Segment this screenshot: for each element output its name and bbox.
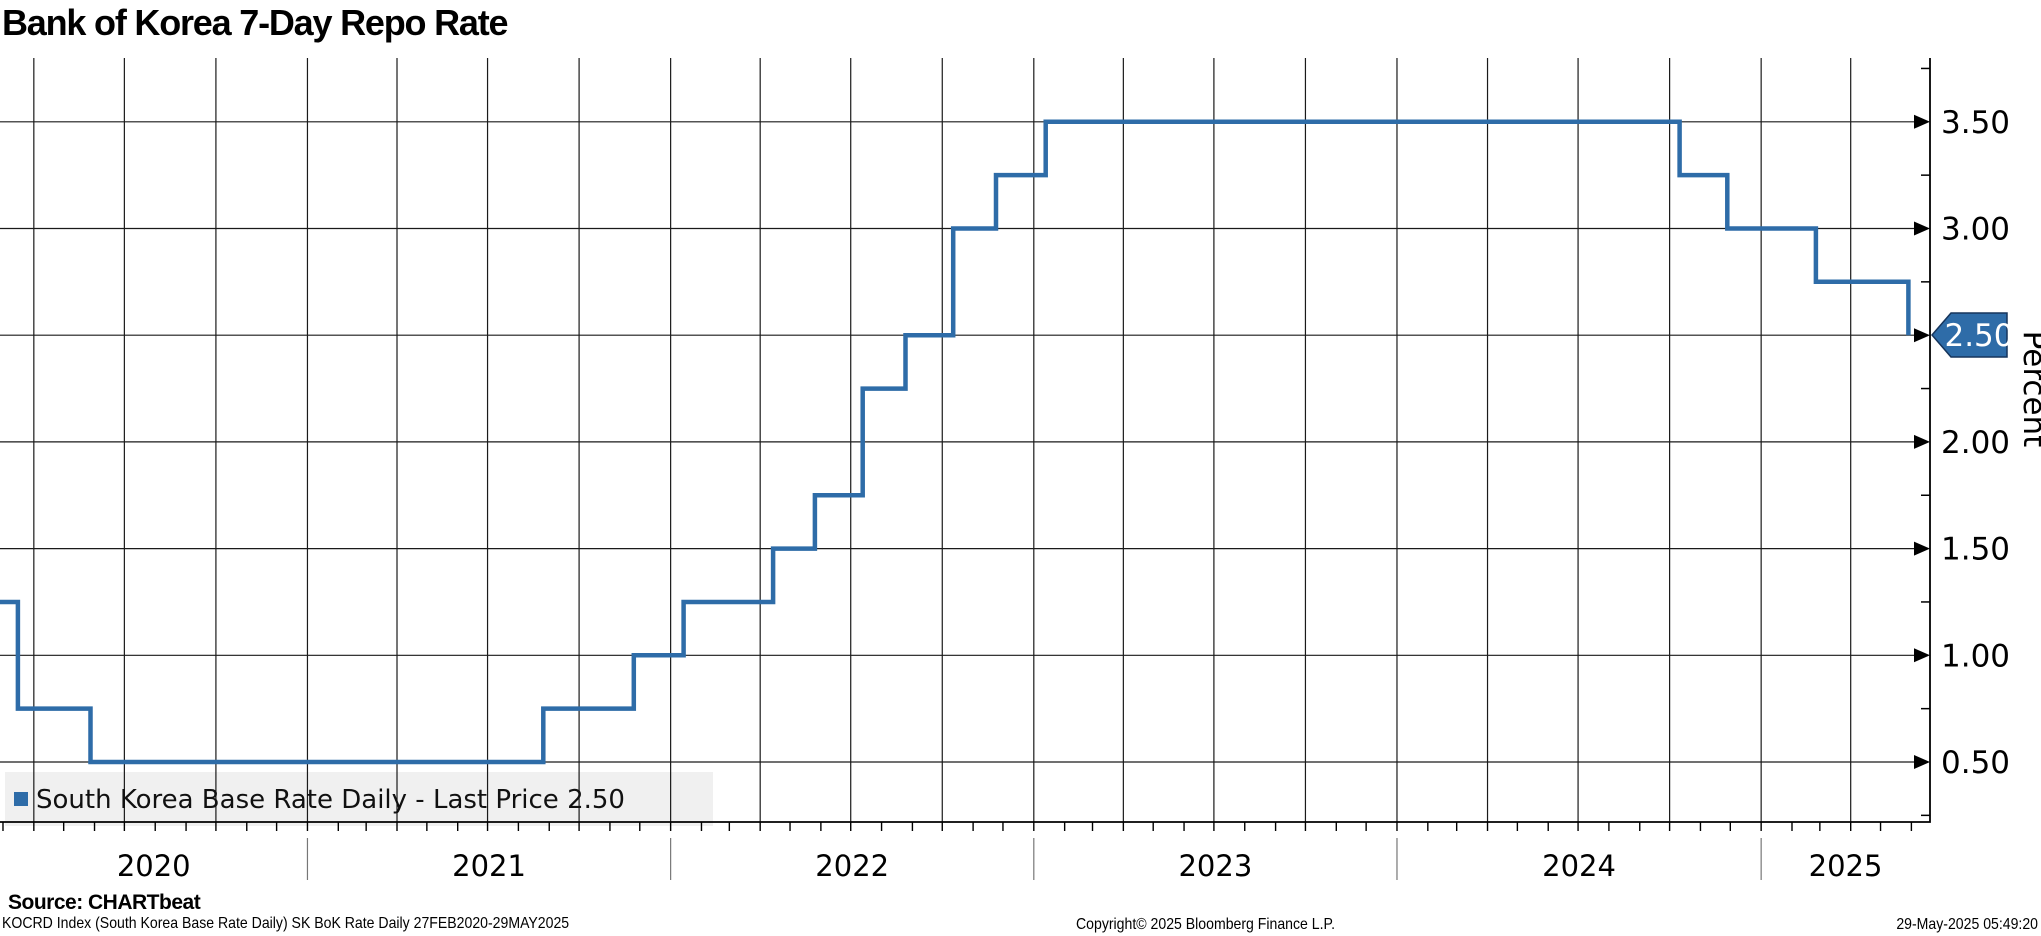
- y-axis-tick-label: 1.00: [1941, 638, 2010, 674]
- y-tick-arrow: [1914, 328, 1930, 343]
- gridlines: [0, 58, 1916, 822]
- x-axis-ticks: [2, 822, 1913, 880]
- last-price-badge-shape: [1931, 312, 2008, 358]
- footer-timestamp: 29-May-2025 05:49:20: [1896, 916, 2038, 933]
- chart-title: Bank of Korea 7-Day Repo Rate: [2, 2, 509, 43]
- x-axis-year-label: 2024: [1542, 849, 1616, 883]
- y-tick-arrow: [1914, 114, 1930, 129]
- x-axis-year-labels: 2020 2021 2022 2023 2024 2025: [117, 849, 1883, 883]
- source-note: Source: CHARTbeat: [8, 891, 201, 914]
- y-tick-arrow: [1914, 755, 1930, 769]
- x-axis-year-label: 2021: [452, 849, 526, 883]
- x-axis-year-label: 2023: [1178, 849, 1252, 883]
- y-axis-tick-labels: 3.50 3.00 2.00 1.50 1.00 0.50: [1941, 105, 2010, 781]
- axis-line: [0, 58, 1931, 823]
- legend-box: [5, 772, 713, 826]
- y-axis-tick-label: 3.50: [1941, 105, 2010, 141]
- y-axis-title: Percent: [2016, 331, 2041, 448]
- x-axis-year-label: 2022: [815, 849, 889, 883]
- legend: South Korea Base Rate Daily - Last Price…: [14, 785, 625, 815]
- y-axis-tick-label: 1.50: [1941, 532, 2010, 568]
- y-tick-arrow: [1914, 541, 1930, 556]
- y-axis-tick-label: 2.00: [1941, 425, 2010, 461]
- y-tick-arrow: [1914, 648, 1930, 663]
- rate-step-line: [0, 119, 1911, 765]
- footer-copyright: Copyright© 2025 Bloomberg Finance L.P.: [1076, 916, 1336, 933]
- legend-series-marker: [14, 792, 28, 806]
- chart-plot-area: 3.503.002.001.501.000.50 2020 2021 2022 202…: [0, 58, 2041, 883]
- y-axis-tick-label: 3.00: [1941, 212, 2010, 248]
- y-tick-arrow: [1914, 221, 1930, 236]
- y-axis-tick-label: 0.50: [1941, 745, 2010, 781]
- y-tick-arrow: [1914, 434, 1930, 449]
- x-axis-year-label: 2025: [1809, 849, 1883, 883]
- legend-label: South Korea Base Rate Daily - Last Price…: [36, 785, 625, 815]
- last-price-badge-value: 2.50: [1944, 318, 2013, 354]
- footer-description: KOCRD Index (South Korea Base Rate Daily…: [2, 915, 570, 932]
- x-axis-year-label: 2020: [117, 849, 191, 883]
- axes: [0, 58, 1931, 823]
- last-price-badge: 2.50: [1931, 312, 2014, 358]
